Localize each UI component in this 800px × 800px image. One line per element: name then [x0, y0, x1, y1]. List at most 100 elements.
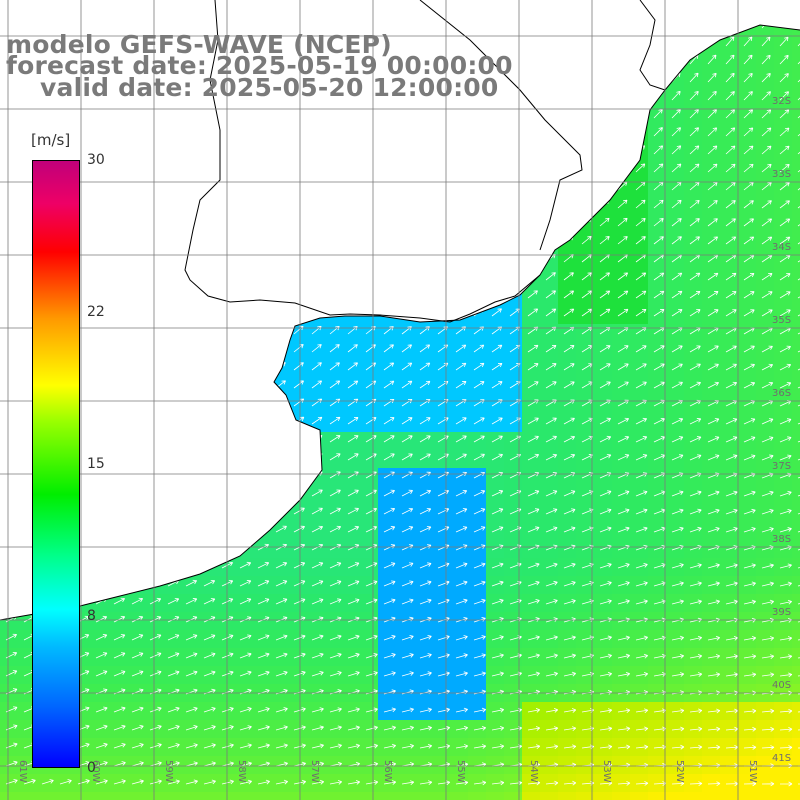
wind-cell [702, 270, 720, 288]
wind-arrow [491, 272, 502, 281]
wind-arrow [563, 199, 574, 209]
wind-arrow [311, 162, 321, 173]
wind-cell [126, 108, 144, 126]
wind-cell [0, 0, 18, 18]
wind-arrow [401, 289, 412, 299]
wind-arrow [329, 453, 341, 461]
wind-arrow [437, 217, 448, 227]
wind-cell [522, 702, 540, 720]
wind-cell [666, 360, 684, 378]
wind-cell [360, 378, 378, 396]
wind-arrow [473, 235, 484, 245]
wind-arrow [95, 506, 107, 515]
wind-arrow [617, 454, 630, 461]
wind-arrow [239, 507, 251, 515]
wind-cell [396, 468, 414, 486]
wind-cell [540, 180, 558, 198]
wind-cell [162, 306, 180, 324]
wind-cell [648, 414, 666, 432]
wind-arrow [95, 234, 105, 245]
wind-cell [396, 792, 414, 800]
wind-cell [396, 25, 414, 36]
wind-cell [792, 774, 800, 792]
wind-cell [486, 414, 504, 432]
wind-arrow [653, 127, 663, 137]
wind-arrow [401, 108, 410, 119]
wind-arrow [5, 161, 13, 173]
wind-arrow [383, 217, 393, 227]
wind-arrow [365, 562, 378, 569]
wind-arrow [113, 216, 122, 227]
wind-arrow [743, 527, 756, 533]
wind-arrow [599, 290, 611, 299]
wind-arrow [725, 508, 738, 515]
wind-cell [126, 216, 144, 234]
wind-cell [504, 792, 522, 800]
wind-arrow [167, 561, 179, 569]
wind-cell [468, 720, 486, 738]
wind-arrow [672, 1, 679, 10]
wind-arrow [149, 525, 161, 533]
wind-cell [792, 252, 800, 270]
wind-arrow [419, 417, 431, 425]
wind-cell [486, 396, 504, 414]
wind-arrow [419, 526, 432, 533]
wind-arrow [779, 436, 792, 443]
wind-cell [684, 162, 702, 180]
wind-arrow [131, 252, 141, 263]
wind-cell [90, 126, 108, 144]
wind-cell [756, 702, 774, 720]
wind-arrow [185, 325, 196, 335]
wind-cell [198, 270, 216, 288]
wind-cell [540, 25, 558, 36]
wind-arrow [95, 343, 106, 353]
wind-cell [522, 0, 540, 18]
wind-cell [414, 378, 432, 396]
wind-cell [540, 414, 558, 432]
wind-arrow [23, 25, 30, 29]
wind-arrow [383, 162, 393, 173]
wind-arrow [689, 90, 699, 101]
wind-arrow [185, 507, 197, 515]
wind-cell [324, 108, 342, 126]
wind-cell [378, 288, 396, 306]
wind-cell [576, 792, 594, 800]
wind-cell [0, 504, 18, 522]
wind-cell [468, 468, 486, 486]
wind-cell [468, 144, 486, 162]
wind-arrow [582, 0, 589, 10]
wind-cell [252, 162, 270, 180]
wind-cell [162, 144, 180, 162]
wind-arrow [365, 144, 375, 155]
wind-cell [306, 522, 324, 540]
wind-arrow [761, 218, 773, 227]
wind-cell [612, 756, 630, 774]
wind-cell [774, 270, 792, 288]
wind-arrow [545, 417, 557, 425]
wind-cell [396, 756, 414, 774]
wind-arrow [545, 36, 554, 47]
wind-arrow [528, 0, 535, 10]
wind-cell [216, 306, 234, 324]
wind-cell [792, 36, 800, 54]
wind-arrow [167, 434, 179, 443]
wind-arrow [113, 143, 122, 155]
wind-cell [414, 774, 432, 792]
wind-cell [360, 432, 378, 450]
wind-arrow [689, 163, 700, 173]
wind-cell [792, 612, 800, 630]
wind-cell [198, 504, 216, 522]
wind-cell [432, 468, 450, 486]
wind-cell [738, 54, 756, 72]
wind-cell [522, 36, 540, 54]
wind-arrow [42, 0, 47, 10]
wind-cell [432, 144, 450, 162]
wind-arrow [131, 25, 139, 29]
wind-arrow [365, 25, 373, 29]
lon-label-54W: 54W [528, 760, 539, 783]
wind-cell [612, 180, 630, 198]
wind-arrow [743, 91, 753, 101]
wind-cell [144, 432, 162, 450]
wind-arrow [311, 489, 323, 497]
wind-cell [684, 288, 702, 306]
